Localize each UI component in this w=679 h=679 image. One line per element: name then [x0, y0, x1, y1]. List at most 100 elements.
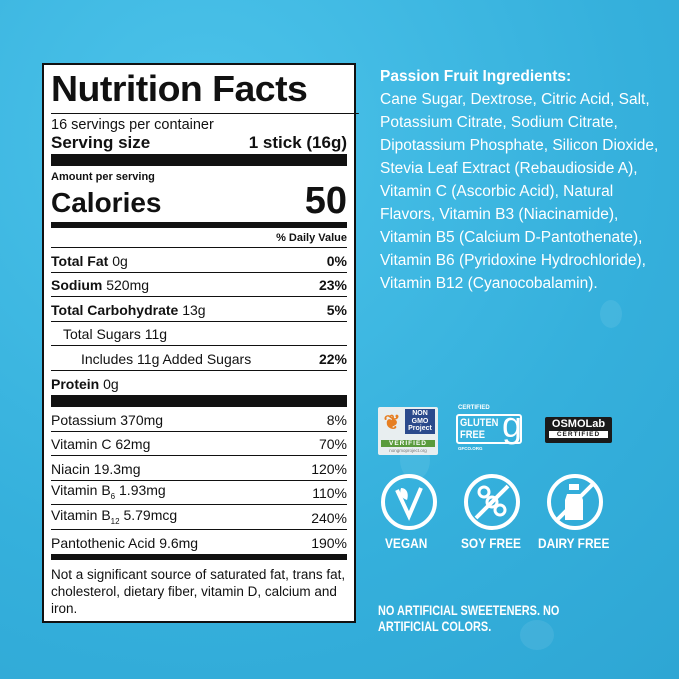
calories-value: 50 [304, 180, 347, 222]
divider-thick [51, 395, 347, 407]
nutrient-label: Protein [51, 376, 100, 392]
nutrient-dv: 0% [326, 252, 347, 269]
tagline: NO ARTIFICIAL SWEETENERS. NO ARTIFICIAL … [378, 602, 560, 634]
water-drop [600, 300, 622, 328]
nutrient-subscript: 12 [110, 516, 120, 526]
nutrient-label: Potassium [51, 411, 117, 428]
leaf-v-icon [381, 474, 437, 530]
nutrient-dv: 23% [318, 277, 347, 293]
nutrient-name: Total Fat 0g [51, 253, 128, 269]
osmo-name: OSMOLab [551, 418, 606, 430]
serving-size-value: 1 stick (16g) [248, 133, 347, 152]
nutrient-row: Vitamin B6 1.93mg 110% [51, 481, 347, 505]
nutrient-dv: 70% [318, 436, 347, 452]
nutrient-dv: 8% [326, 411, 347, 428]
nutrient-label: Vitamin B [51, 482, 111, 499]
nutrient-dv: 190% [311, 535, 347, 551]
claim-label: VEGAN [385, 535, 428, 551]
amount-per-serving: Amount per serving [51, 171, 155, 183]
nongmo-verified: VERIFIED [381, 440, 435, 447]
nutrient-amount: 5.79mcg [123, 506, 178, 523]
nutrient-dv: 110% [312, 485, 347, 501]
serving-size-label: Serving size [51, 133, 151, 152]
footnote: Not a significant source of saturated fa… [51, 567, 346, 616]
micro-list: Potassium 370mg 8% Vitamin C 62mg 70% Niacin… [51, 407, 347, 554]
claim-label: SOY FREE [461, 535, 521, 551]
gluten-line2: FREE [460, 429, 485, 441]
nutrient-row: Includes 11g Added Sugars 22% [51, 346, 347, 371]
nutrient-amount: 370mg [120, 411, 164, 428]
ingredients-text: Cane Sugar, Dextrose, Citric Acid, Salt,… [380, 91, 659, 292]
nutrient-amount: 1.93mg [119, 482, 166, 499]
nutrient-dv: 22% [318, 350, 347, 367]
divider-medium [51, 554, 347, 560]
non-gmo-badge: ❦ NON GMO Project VERIFIED nongmoproject… [378, 407, 438, 455]
ingredients-panel: Passion Fruit Ingredients: Cane Sugar, D… [380, 66, 670, 295]
servings-per-container: 16 servings per container [51, 117, 214, 133]
nutrient-name: Total Carbohydrate 13g [51, 302, 206, 318]
nutrient-amount: 9.6mg [159, 535, 199, 551]
nutrient-row: Total Sugars 11g [51, 322, 347, 346]
nutrient-row: Total Carbohydrate 13g 5% [51, 297, 347, 322]
nutrient-label: Niacin [51, 460, 90, 477]
nongmo-url: nongmoproject.org [389, 448, 427, 453]
nutrient-dv: 240% [311, 509, 347, 526]
divider-thick [51, 154, 347, 166]
nutrient-amount: 0g [103, 376, 119, 392]
nutrient-label: Total Sugars 11g [63, 326, 168, 342]
nutrition-facts-label: Nutrition Facts 16 servings per containe… [42, 63, 359, 623]
nutrient-label: Sodium [51, 277, 103, 293]
water-drop [520, 620, 554, 650]
calories-label: Calories [51, 187, 162, 218]
calories-row: Calories 50 [51, 180, 347, 222]
nongmo-line2: GMO [411, 417, 429, 425]
nutrient-row: Vitamin C 62mg 70% [51, 432, 347, 456]
gluten-line1: GLUTEN [460, 417, 499, 429]
gluten-free-badge: CERTIFIED GLUTEN FREE g GFCO.ORG [456, 405, 524, 455]
nutrient-label: Total Fat [51, 252, 109, 269]
nutrient-subscript: 6 [110, 492, 116, 501]
nutrient-name: Protein 0g [51, 376, 119, 392]
nutrient-name: Potassium 370mg [51, 412, 163, 428]
nutrient-label: Vitamin C [51, 436, 112, 452]
nutrient-dv: 120% [311, 460, 347, 477]
nutrient-name: Vitamin C 62mg [51, 436, 150, 452]
nutrient-label: Includes 11g Added Sugars [81, 350, 252, 367]
claim-label: DAIRY FREE [538, 535, 610, 551]
nutrient-name: Vitamin B12 5.79mcg [51, 507, 177, 526]
no-milk-icon [547, 474, 603, 530]
nutrient-amount: 62mg [115, 436, 151, 452]
osmo-certified: CERTIFIED [549, 431, 608, 438]
ingredients-heading: Passion Fruit Ingredients: [380, 68, 572, 85]
nutrient-name: Includes 11g Added Sugars [51, 351, 251, 367]
nutrient-dv: 5% [326, 301, 347, 318]
nutrient-name: Total Sugars 11g [51, 326, 167, 342]
nutrient-amount: 19.3mg [93, 460, 141, 477]
nutrient-amount: 0g [112, 252, 128, 269]
nutrient-name: Pantothenic Acid 9.6mg [51, 535, 198, 551]
nutrient-row: Total Fat 0g 0% [51, 248, 347, 273]
nutrient-row: Protein 0g [51, 371, 347, 396]
nongmo-line1: NON [412, 410, 428, 417]
nongmo-line3: Project [408, 425, 432, 432]
nutrient-name: Sodium 520mg [51, 277, 149, 293]
nutrient-name: Niacin 19.3mg [51, 461, 141, 477]
no-soy-icon [464, 474, 520, 530]
nutrient-label: Vitamin B [51, 506, 111, 523]
nutrient-row: Sodium 520mg 23% [51, 273, 347, 297]
gluten-url: GFCO.ORG [458, 446, 483, 451]
nutrient-amount: 520mg [106, 277, 150, 293]
macro-list: Total Fat 0g 0% Sodium 520mg 23% Total Carbo… [51, 248, 347, 395]
divider-medium [51, 222, 347, 228]
nutrient-label: Total Carbohydrate [51, 301, 179, 318]
nutrient-name: Vitamin B6 1.93mg [51, 482, 166, 501]
nutrient-row: Pantothenic Acid 9.6mg 190% [51, 530, 347, 555]
dv-header: % Daily Value [51, 228, 347, 248]
butterfly-icon: ❦ [383, 412, 401, 434]
nutrient-label: Pantothenic Acid [51, 535, 156, 551]
nutrient-row: Niacin 19.3mg 120% [51, 456, 347, 481]
gluten-certified: CERTIFIED [458, 405, 490, 411]
nutrient-row: Potassium 370mg 8% [51, 407, 347, 432]
g-logo-icon: g [502, 404, 523, 445]
nutrient-row: Vitamin B12 5.79mcg 240% [51, 505, 347, 530]
